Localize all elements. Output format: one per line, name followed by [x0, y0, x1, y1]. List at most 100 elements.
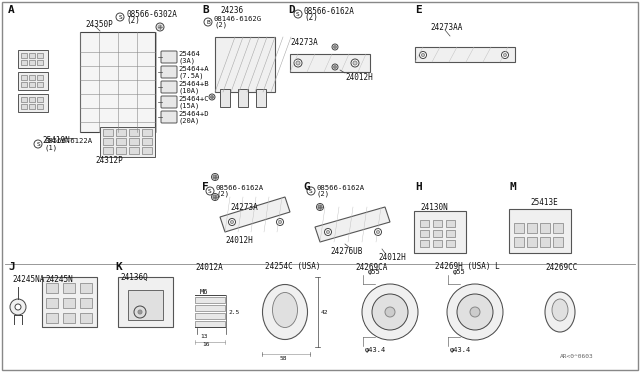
Text: 25464: 25464 — [178, 51, 200, 57]
Bar — [21, 97, 27, 102]
Circle shape — [276, 218, 284, 225]
Text: M6: M6 — [200, 289, 209, 295]
Polygon shape — [220, 197, 290, 232]
Circle shape — [294, 10, 302, 18]
Circle shape — [447, 284, 503, 340]
Bar — [129, 129, 139, 136]
Text: E: E — [415, 5, 422, 15]
Circle shape — [332, 64, 338, 70]
Circle shape — [158, 25, 162, 29]
Text: (1): (1) — [44, 145, 57, 151]
Bar — [103, 138, 113, 145]
FancyBboxPatch shape — [414, 211, 466, 253]
Text: B: B — [202, 5, 209, 15]
Bar — [238, 89, 248, 107]
Bar — [21, 60, 27, 65]
Bar — [42, 277, 97, 327]
Ellipse shape — [273, 292, 298, 327]
Circle shape — [502, 51, 509, 58]
Bar — [446, 240, 455, 247]
Text: 08566-6162A: 08566-6162A — [304, 6, 355, 16]
FancyBboxPatch shape — [161, 66, 177, 78]
Text: 16: 16 — [202, 343, 209, 347]
FancyBboxPatch shape — [80, 32, 155, 132]
Bar — [63, 298, 75, 308]
Bar — [103, 147, 113, 154]
Text: K: K — [115, 262, 122, 272]
Text: 24273AA: 24273AA — [430, 22, 462, 32]
Text: 24273A: 24273A — [230, 202, 258, 212]
Bar — [553, 237, 563, 247]
Text: (15A): (15A) — [178, 103, 199, 109]
Circle shape — [296, 61, 300, 65]
Text: 08566-6122A: 08566-6122A — [44, 138, 92, 144]
Text: S: S — [296, 12, 300, 16]
Bar — [527, 237, 537, 247]
Bar — [446, 230, 455, 237]
Bar — [18, 72, 48, 90]
Bar — [514, 223, 524, 233]
Circle shape — [156, 23, 164, 31]
Circle shape — [211, 96, 214, 99]
Text: (10A): (10A) — [178, 88, 199, 94]
Circle shape — [307, 187, 315, 195]
Text: 24012H: 24012H — [345, 73, 372, 81]
FancyBboxPatch shape — [161, 51, 177, 63]
Text: 25464+A: 25464+A — [178, 66, 209, 72]
Bar — [514, 237, 524, 247]
Bar — [290, 54, 370, 72]
Circle shape — [15, 304, 21, 310]
Bar — [195, 313, 225, 319]
Bar — [215, 37, 275, 92]
Bar — [29, 97, 35, 102]
Circle shape — [326, 231, 330, 234]
Circle shape — [318, 205, 322, 209]
Text: 58: 58 — [280, 356, 287, 362]
Bar — [129, 147, 139, 154]
Text: J: J — [8, 262, 15, 272]
Bar — [540, 223, 550, 233]
Circle shape — [211, 173, 218, 180]
Bar — [256, 89, 266, 107]
Circle shape — [317, 203, 323, 211]
Polygon shape — [315, 207, 390, 242]
Bar — [37, 97, 43, 102]
Ellipse shape — [262, 285, 307, 340]
FancyBboxPatch shape — [161, 96, 177, 108]
Text: (2): (2) — [317, 191, 330, 197]
Circle shape — [230, 221, 234, 224]
Bar — [80, 313, 92, 323]
Bar — [116, 138, 126, 145]
Bar — [142, 129, 152, 136]
Bar — [29, 82, 35, 87]
Text: 24236: 24236 — [220, 6, 243, 15]
Text: (7.5A): (7.5A) — [178, 73, 204, 79]
Text: S: S — [118, 15, 122, 19]
Text: 08566-6162A: 08566-6162A — [317, 185, 365, 191]
Bar — [100, 127, 155, 157]
Bar — [142, 138, 152, 145]
Circle shape — [138, 310, 142, 314]
Text: 24254C (USA): 24254C (USA) — [265, 263, 321, 272]
Text: 13: 13 — [200, 334, 207, 340]
Bar — [80, 283, 92, 293]
Text: 24312P: 24312P — [95, 155, 123, 164]
Bar — [18, 50, 48, 68]
Bar — [63, 283, 75, 293]
Bar — [433, 220, 442, 227]
Text: 08566-6162A: 08566-6162A — [216, 185, 264, 191]
Text: 24012H: 24012H — [378, 253, 406, 262]
Text: 24245N: 24245N — [45, 276, 73, 285]
Text: 2.5: 2.5 — [228, 310, 239, 314]
Text: S: S — [36, 141, 40, 147]
Text: 24136Q: 24136Q — [120, 273, 148, 282]
Bar — [420, 240, 429, 247]
Circle shape — [457, 294, 493, 330]
Text: 08146-6162G: 08146-6162G — [214, 16, 262, 22]
Bar — [433, 240, 442, 247]
Text: φ55: φ55 — [453, 269, 466, 275]
Text: 08566-6302A: 08566-6302A — [126, 10, 177, 19]
Ellipse shape — [545, 292, 575, 332]
Text: φ55: φ55 — [368, 269, 381, 275]
Text: D: D — [288, 5, 295, 15]
